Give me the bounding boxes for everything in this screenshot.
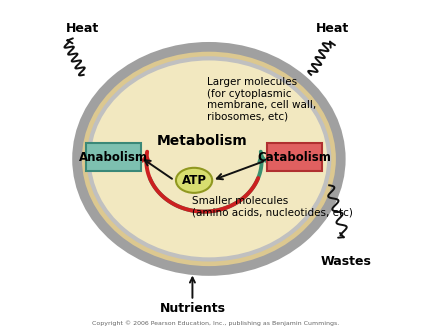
- Text: Larger molecules
(for cytoplasmic
membrane, cell wall,
ribosomes, etc): Larger molecules (for cytoplasmic membra…: [207, 77, 316, 122]
- Text: Heat: Heat: [65, 22, 98, 35]
- Text: Nutrients: Nutrients: [159, 303, 225, 315]
- Text: Catabolism: Catabolism: [257, 151, 331, 164]
- FancyBboxPatch shape: [267, 143, 321, 171]
- Text: Wastes: Wastes: [319, 255, 370, 267]
- Text: ATP: ATP: [181, 174, 206, 187]
- Ellipse shape: [175, 168, 212, 193]
- Ellipse shape: [89, 58, 329, 260]
- Text: Heat: Heat: [315, 22, 348, 35]
- Text: Smaller molecules
(amino acids, nucleotides, etc): Smaller molecules (amino acids, nucleoti…: [192, 196, 353, 217]
- FancyBboxPatch shape: [86, 143, 140, 171]
- Text: Copyright © 2006 Pearson Education, Inc., publishing as Benjamin Cummings.: Copyright © 2006 Pearson Education, Inc.…: [92, 321, 338, 326]
- Text: Anabolism: Anabolism: [79, 151, 147, 164]
- Ellipse shape: [77, 47, 340, 271]
- Text: Metabolism: Metabolism: [157, 134, 247, 148]
